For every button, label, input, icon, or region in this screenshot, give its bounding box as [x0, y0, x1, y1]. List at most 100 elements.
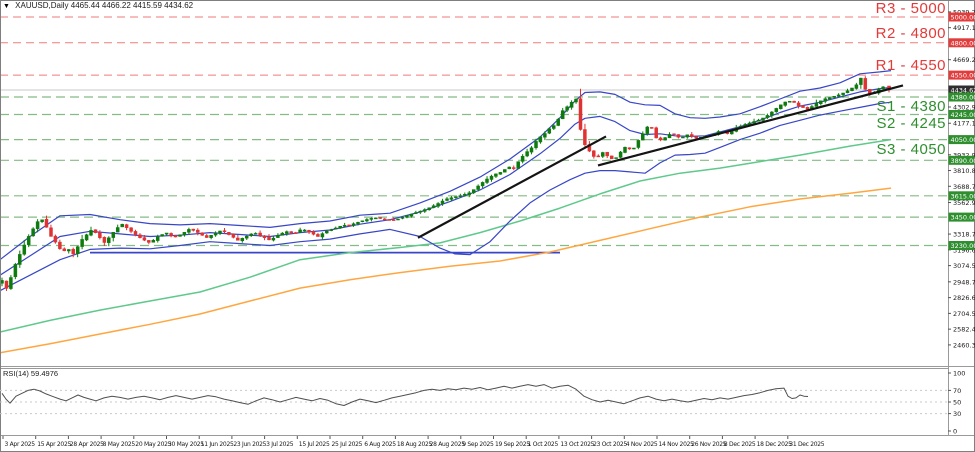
- candlestick: [752, 121, 756, 124]
- price-tick-label: 4917.10: [953, 24, 975, 32]
- rsi-scale-label: 70: [953, 387, 961, 395]
- resistance-label-r3[interactable]: R3 - 5000: [875, 0, 946, 17]
- support-label-s3[interactable]: S3 - 4050: [876, 141, 946, 158]
- candlestick: [89, 230, 93, 236]
- candlestick: [552, 125, 556, 129]
- date-label: 9 Sep 2025: [462, 441, 494, 448]
- price-tick-label: 3562.90: [953, 199, 975, 207]
- price-axis-badge: [948, 110, 975, 119]
- date-label: 3 Apr 2025: [5, 441, 36, 448]
- candlestick: [44, 218, 49, 228]
- candlestick: [667, 134, 672, 139]
- candlestick: [84, 234, 89, 241]
- candlestick: [756, 119, 761, 122]
- date-label: 3 Jul 2025: [266, 441, 294, 448]
- candlestick: [244, 235, 249, 239]
- candlestick: [480, 182, 485, 187]
- candlestick: [845, 90, 850, 94]
- candlestick: [765, 115, 770, 118]
- candlestick: [115, 227, 120, 233]
- candlestick: [369, 218, 374, 220]
- candlestick: [209, 235, 213, 238]
- bollinger-lower-band: [0, 101, 892, 292]
- candlestick: [160, 234, 164, 237]
- candlestick: [365, 219, 369, 222]
- candlestick: [378, 217, 382, 219]
- date-label: 25 Jul 2025: [332, 441, 363, 448]
- resistance-label-r1[interactable]: R1 - 4550: [875, 57, 946, 74]
- rsi-layer: 100 70 50 30 0: [0, 370, 965, 436]
- candlestick: [169, 233, 173, 237]
- candlestick: [111, 232, 116, 238]
- candlestick: [107, 237, 111, 243]
- trendline[interactable]: [597, 84, 904, 167]
- candlestick: [792, 100, 796, 103]
- candlestick: [129, 227, 133, 232]
- candlestick: [307, 229, 311, 233]
- price-axis-badge: [948, 38, 975, 48]
- date-label: 8 Dec 2025: [724, 441, 756, 448]
- trendline[interactable]: [417, 135, 607, 239]
- price-axis-badge-value: 4380.00: [951, 94, 975, 102]
- price-axis-badge: [948, 135, 975, 145]
- candlestick: [267, 236, 271, 241]
- candlestick: [565, 106, 569, 111]
- resistance-label-r2[interactable]: R2 - 4800: [875, 25, 946, 42]
- candlestick: [471, 189, 476, 194]
- rsi-pane[interactable]: [0, 368, 948, 435]
- candlestick: [832, 96, 836, 98]
- candlestick: [35, 221, 40, 229]
- candlestick: [320, 233, 325, 238]
- date-label: 13 Oct 2025: [560, 441, 594, 448]
- candlestick: [574, 98, 578, 103]
- candlestick: [218, 230, 222, 234]
- candlestick: [62, 248, 67, 252]
- candlestick: [476, 185, 480, 190]
- candlestick: [836, 94, 841, 97]
- candlestick: [525, 151, 529, 157]
- candlestick: [98, 232, 102, 238]
- support-label-s1[interactable]: S1 - 4380: [876, 98, 946, 115]
- candlestick: [227, 232, 231, 235]
- price-axis-badge: [948, 212, 975, 222]
- candlestick: [467, 192, 471, 195]
- date-label: 20 May 2025: [135, 441, 171, 448]
- candlestick: [102, 237, 107, 243]
- candlestick: [543, 133, 547, 138]
- candlestick: [289, 231, 293, 234]
- candlestick: [75, 246, 80, 254]
- candlestick: [253, 233, 258, 235]
- price-tick-label: 3196.60: [953, 246, 975, 254]
- price-axis-badge-value: 4434.62: [951, 86, 975, 94]
- candlestick: [609, 155, 614, 160]
- candlestick: [859, 77, 863, 85]
- price-tick-label: 2826.60: [953, 294, 975, 302]
- price-tick-label: 2582.40: [953, 326, 975, 334]
- price-tick-label: 2704.50: [953, 310, 975, 318]
- candlestick: [690, 134, 694, 137]
- candlestick: [645, 126, 650, 134]
- date-label: 28 Apr 2025: [70, 441, 104, 448]
- candlestick: [405, 215, 409, 218]
- candlestick: [583, 129, 587, 145]
- candlestick: [333, 227, 338, 230]
- candlestick: [449, 197, 454, 200]
- candlestick: [414, 212, 418, 214]
- candlestick: [40, 219, 44, 222]
- candlestick: [641, 133, 645, 141]
- support-label-s2[interactable]: S2 - 4245: [876, 115, 946, 132]
- date-axis[interactable]: [0, 436, 948, 452]
- candlestick: [298, 229, 302, 233]
- date-label: 11 Jun 2025: [201, 441, 234, 448]
- candlestick: [164, 232, 169, 235]
- main-chart-pane[interactable]: [0, 10, 948, 366]
- rsi-scale-label: 50: [953, 399, 961, 407]
- candlestick: [538, 136, 543, 143]
- price-axis[interactable]: [948, 0, 975, 435]
- price-tick-label: 4669.20: [953, 56, 975, 64]
- price-tick-label: 2948.70: [953, 278, 975, 286]
- candlestick: [458, 195, 463, 198]
- candlestick: [249, 233, 253, 236]
- candlestick: [204, 235, 209, 238]
- candlestick: [9, 277, 13, 289]
